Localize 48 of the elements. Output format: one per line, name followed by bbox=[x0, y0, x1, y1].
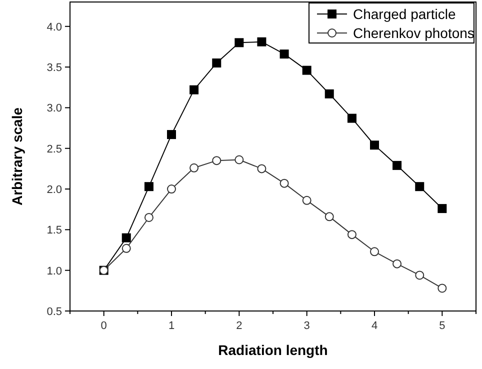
point bbox=[415, 182, 424, 192]
point bbox=[347, 230, 356, 240]
y-tick-label: 1.5 bbox=[46, 224, 62, 237]
point bbox=[212, 156, 222, 166]
point bbox=[347, 114, 356, 123]
point bbox=[438, 284, 447, 293]
point bbox=[438, 204, 447, 214]
x-axis-title: Radiation length bbox=[218, 342, 328, 358]
point bbox=[370, 247, 379, 256]
point bbox=[302, 66, 312, 75]
y-tick-label: 3.5 bbox=[46, 62, 62, 74]
y-tick-label: 2.5 bbox=[46, 143, 62, 156]
point bbox=[234, 38, 244, 48]
point bbox=[190, 85, 199, 94]
point bbox=[167, 130, 176, 140]
point bbox=[167, 184, 176, 194]
x-tick-label: 3 bbox=[304, 320, 310, 332]
y-tick-label: 4.0 bbox=[46, 21, 62, 34]
x-tick-label: 5 bbox=[439, 320, 446, 332]
y-tick-label: 0.5 bbox=[46, 306, 62, 318]
y-tick-label: 3.0 bbox=[46, 102, 62, 115]
y-axis-title: Arbitrary scale bbox=[9, 107, 25, 206]
y-tick-label: 2.0 bbox=[46, 184, 62, 196]
point bbox=[280, 50, 289, 59]
point bbox=[257, 164, 266, 174]
point bbox=[144, 212, 154, 222]
point bbox=[234, 155, 244, 164]
point bbox=[122, 244, 131, 253]
point bbox=[415, 270, 424, 280]
point bbox=[122, 233, 131, 242]
x-tick-label: 1 bbox=[168, 320, 175, 332]
point bbox=[370, 140, 379, 150]
point bbox=[257, 37, 266, 46]
x-tick-label: 4 bbox=[371, 320, 378, 332]
point bbox=[302, 196, 312, 205]
point bbox=[324, 89, 334, 98]
point bbox=[324, 212, 334, 222]
x-tick-label: 2 bbox=[236, 320, 242, 332]
point bbox=[392, 259, 402, 268]
point bbox=[212, 58, 222, 68]
point bbox=[392, 160, 402, 170]
legend-label: Cherenkov photons bbox=[353, 25, 474, 41]
point bbox=[190, 163, 199, 172]
y-tick-label: 1.0 bbox=[46, 265, 62, 278]
point bbox=[144, 182, 154, 192]
point bbox=[280, 178, 289, 188]
legend-label: Charged particle bbox=[353, 6, 456, 22]
x-tick-label: 0 bbox=[100, 320, 107, 332]
